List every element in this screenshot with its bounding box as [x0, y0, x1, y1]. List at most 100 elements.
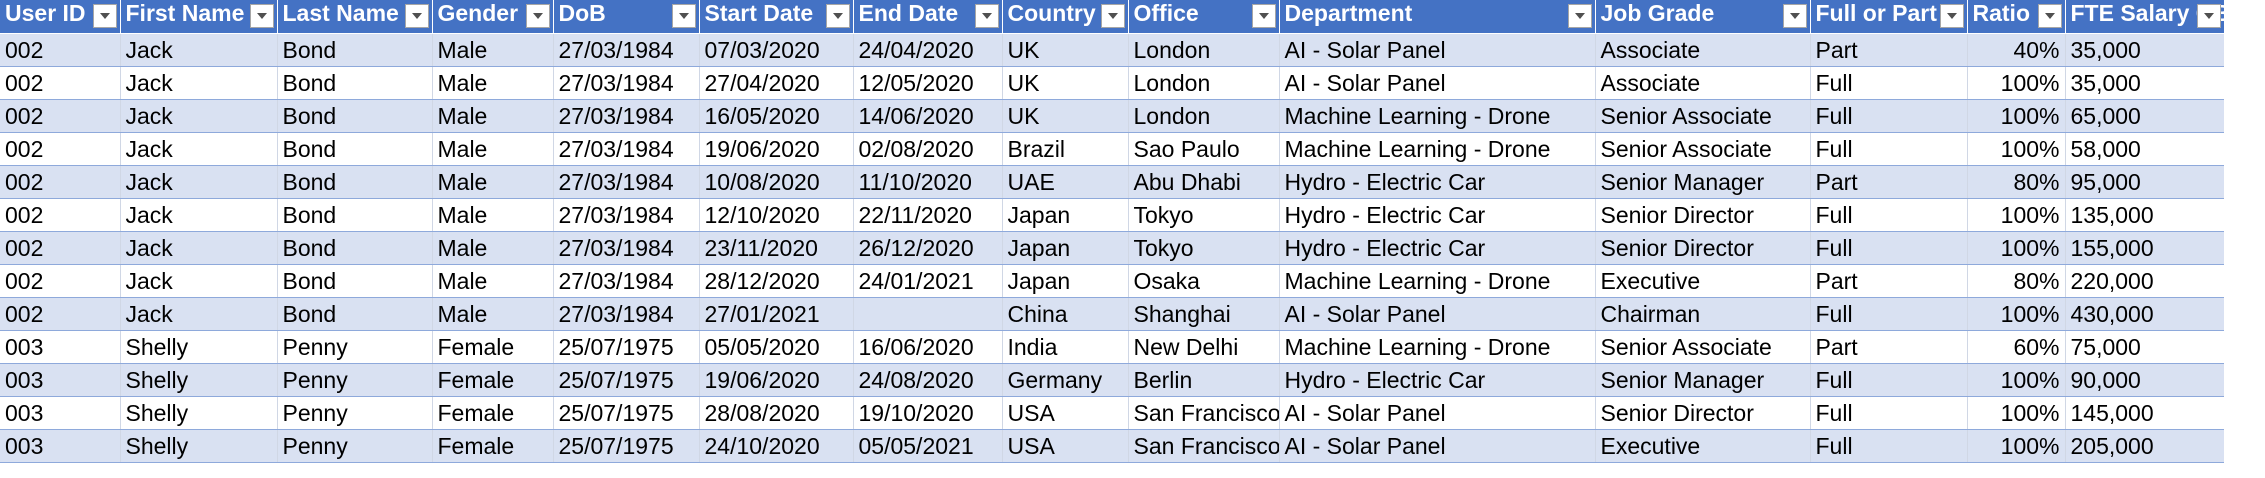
filter-dropdown-button[interactable] [1782, 4, 1807, 28]
filter-dropdown-button[interactable] [404, 4, 429, 28]
cell-ratio[interactable]: 80% [1967, 165, 2066, 199]
cell-first-name[interactable]: Jack [120, 198, 278, 232]
cell-fte-salary[interactable]: 95,000 [2065, 165, 2225, 199]
cell-end-date[interactable]: 26/12/2020 [853, 231, 1003, 265]
cell-end-date[interactable]: 11/10/2020 [853, 165, 1003, 199]
cell-fte-salary[interactable]: 145,000 [2065, 396, 2225, 430]
cell-office[interactable]: Sao Paulo [1128, 132, 1280, 166]
cell-full-or-part[interactable]: Full [1810, 198, 1968, 232]
cell-department[interactable]: AI - Solar Panel [1279, 396, 1596, 430]
filter-dropdown-button[interactable] [2196, 4, 2221, 28]
cell-office[interactable]: Abu Dhabi [1128, 165, 1280, 199]
cell-full-or-part[interactable]: Full [1810, 297, 1968, 331]
cell-job-grade[interactable]: Senior Director [1595, 231, 1811, 265]
cell-office[interactable]: Berlin [1128, 363, 1280, 397]
cell-first-name[interactable]: Jack [120, 231, 278, 265]
cell-job-grade[interactable]: Senior Director [1595, 396, 1811, 430]
cell-job-grade[interactable]: Executive [1595, 429, 1811, 463]
cell-gender[interactable]: Male [432, 132, 554, 166]
cell-office[interactable]: London [1128, 99, 1280, 133]
cell-last-name[interactable]: Penny [277, 429, 433, 463]
cell-dob[interactable]: 27/03/1984 [553, 165, 700, 199]
cell-last-name[interactable]: Bond [277, 264, 433, 298]
cell-last-name[interactable]: Bond [277, 231, 433, 265]
cell-user-id[interactable]: 002 [0, 264, 121, 298]
cell-gender[interactable]: Male [432, 231, 554, 265]
cell-ratio[interactable]: 100% [1967, 99, 2066, 133]
cell-user-id[interactable]: 002 [0, 297, 121, 331]
filter-dropdown-button[interactable] [1100, 4, 1125, 28]
cell-start-date[interactable]: 12/10/2020 [699, 198, 854, 232]
cell-department[interactable]: Machine Learning - Drone [1279, 132, 1596, 166]
cell-country[interactable]: Brazil [1002, 132, 1129, 166]
cell-fte-salary[interactable]: 220,000 [2065, 264, 2225, 298]
cell-ratio[interactable]: 100% [1967, 231, 2066, 265]
cell-user-id[interactable]: 002 [0, 132, 121, 166]
cell-dob[interactable]: 27/03/1984 [553, 132, 700, 166]
cell-country[interactable]: Japan [1002, 264, 1129, 298]
cell-department[interactable]: Machine Learning - Drone [1279, 99, 1596, 133]
cell-country[interactable]: UK [1002, 33, 1129, 67]
cell-department[interactable]: Hydro - Electric Car [1279, 363, 1596, 397]
cell-full-or-part[interactable]: Full [1810, 132, 1968, 166]
cell-dob[interactable]: 27/03/1984 [553, 99, 700, 133]
cell-first-name[interactable]: Shelly [120, 330, 278, 364]
filter-dropdown-button[interactable] [92, 4, 117, 28]
cell-user-id[interactable]: 002 [0, 66, 121, 100]
cell-department[interactable]: Machine Learning - Drone [1279, 330, 1596, 364]
filter-dropdown-button[interactable] [1567, 4, 1592, 28]
cell-dob[interactable]: 27/03/1984 [553, 33, 700, 67]
cell-country[interactable]: USA [1002, 396, 1129, 430]
cell-ratio[interactable]: 100% [1967, 297, 2066, 331]
cell-job-grade[interactable]: Associate [1595, 66, 1811, 100]
cell-start-date[interactable]: 28/12/2020 [699, 264, 854, 298]
cell-job-grade[interactable]: Senior Director [1595, 198, 1811, 232]
column-header-country[interactable]: Country [1002, 0, 1129, 34]
column-header-end-date[interactable]: End Date [853, 0, 1003, 34]
cell-start-date[interactable]: 07/03/2020 [699, 33, 854, 67]
cell-department[interactable]: Machine Learning - Drone [1279, 264, 1596, 298]
column-header-full-or-part[interactable]: Full or Part [1810, 0, 1968, 34]
cell-full-or-part[interactable]: Full [1810, 396, 1968, 430]
column-header-dob[interactable]: DoB [553, 0, 700, 34]
cell-end-date[interactable] [853, 297, 1003, 331]
cell-department[interactable]: AI - Solar Panel [1279, 429, 1596, 463]
filter-dropdown-button[interactable] [525, 4, 550, 28]
cell-first-name[interactable]: Jack [120, 264, 278, 298]
cell-full-or-part[interactable]: Full [1810, 66, 1968, 100]
cell-last-name[interactable]: Bond [277, 66, 433, 100]
cell-dob[interactable]: 27/03/1984 [553, 198, 700, 232]
cell-start-date[interactable]: 05/05/2020 [699, 330, 854, 364]
cell-fte-salary[interactable]: 155,000 [2065, 231, 2225, 265]
cell-first-name[interactable]: Jack [120, 33, 278, 67]
cell-first-name[interactable]: Jack [120, 297, 278, 331]
cell-full-or-part[interactable]: Part [1810, 165, 1968, 199]
cell-end-date[interactable]: 19/10/2020 [853, 396, 1003, 430]
cell-first-name[interactable]: Shelly [120, 363, 278, 397]
cell-first-name[interactable]: Jack [120, 132, 278, 166]
cell-fte-salary[interactable]: 35,000 [2065, 33, 2225, 67]
cell-country[interactable]: India [1002, 330, 1129, 364]
cell-gender[interactable]: Male [432, 264, 554, 298]
cell-fte-salary[interactable]: 90,000 [2065, 363, 2225, 397]
cell-start-date[interactable]: 28/08/2020 [699, 396, 854, 430]
cell-office[interactable]: Tokyo [1128, 231, 1280, 265]
cell-last-name[interactable]: Bond [277, 132, 433, 166]
cell-department[interactable]: AI - Solar Panel [1279, 297, 1596, 331]
cell-country[interactable]: UK [1002, 99, 1129, 133]
cell-last-name[interactable]: Bond [277, 198, 433, 232]
cell-last-name[interactable]: Penny [277, 330, 433, 364]
filter-dropdown-button[interactable] [825, 4, 850, 28]
column-header-ratio[interactable]: Ratio [1967, 0, 2066, 34]
cell-gender[interactable]: Male [432, 66, 554, 100]
cell-full-or-part[interactable]: Full [1810, 99, 1968, 133]
cell-ratio[interactable]: 40% [1967, 33, 2066, 67]
cell-first-name[interactable]: Shelly [120, 396, 278, 430]
cell-user-id[interactable]: 002 [0, 231, 121, 265]
cell-first-name[interactable]: Jack [120, 165, 278, 199]
cell-country[interactable]: Japan [1002, 198, 1129, 232]
filter-dropdown-button[interactable] [1939, 4, 1964, 28]
filter-dropdown-button[interactable] [2037, 4, 2062, 28]
cell-full-or-part[interactable]: Full [1810, 231, 1968, 265]
cell-country[interactable]: Germany [1002, 363, 1129, 397]
